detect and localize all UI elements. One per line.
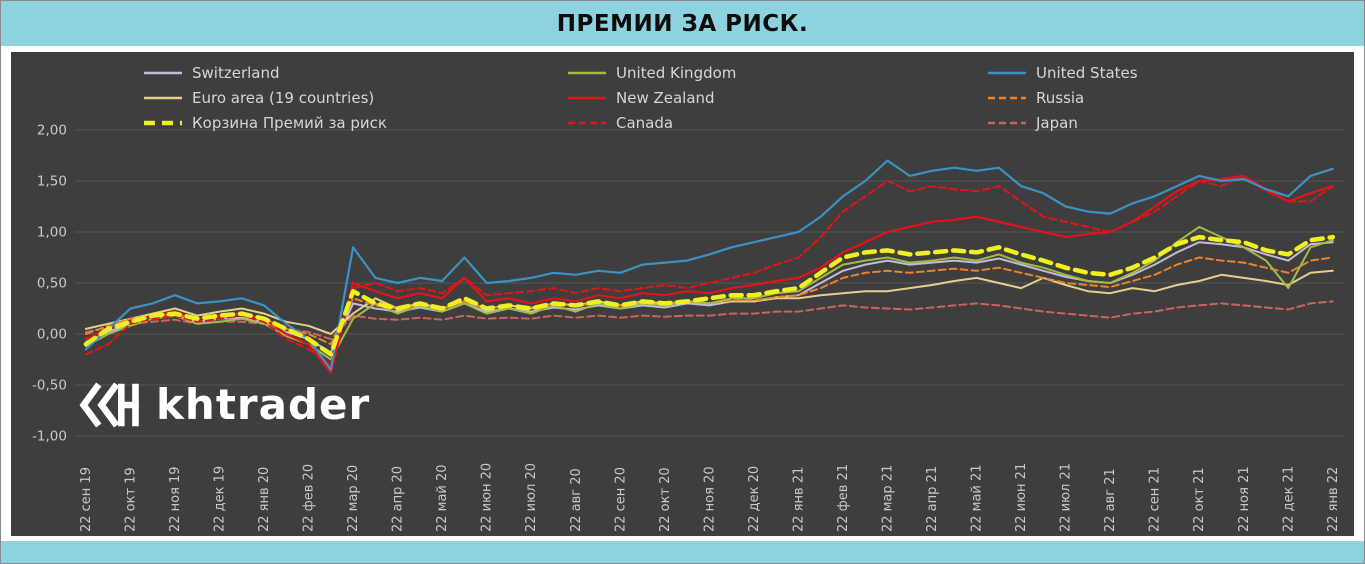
khtrader-watermark: khtrader: [77, 380, 370, 430]
legend-item-new-zealand: New Zealand: [567, 87, 987, 109]
svg-text:22 ноя 21: 22 ноя 21: [1237, 466, 1252, 532]
legend-label: Switzerland: [192, 64, 280, 82]
svg-text:22 май 20: 22 май 20: [435, 464, 450, 532]
legend-label: Japan: [1036, 114, 1078, 132]
chart-title-bar: ПРЕМИИ ЗА РИСК.: [1, 1, 1364, 46]
svg-text:22 окт 20: 22 окт 20: [658, 467, 673, 532]
legend-line-swatch: [988, 71, 1026, 75]
legend-label: United Kingdom: [616, 64, 737, 82]
legend-item-корзина-премий-за-риск: Корзина Премий за риск: [143, 112, 567, 134]
legend-line-swatch: [988, 96, 1026, 100]
svg-text:-1,00: -1,00: [32, 428, 67, 444]
svg-text:22 янв 21: 22 янв 21: [791, 467, 806, 532]
legend-line-swatch: [144, 120, 182, 126]
legend-line-swatch: [144, 96, 182, 100]
legend-item-euro-area-19-countries: Euro area (19 countries): [143, 87, 567, 109]
svg-text:22 май 21: 22 май 21: [970, 464, 985, 532]
series-line-switzerland: [84, 241, 1334, 354]
khtrader-logo-text: khtrader: [156, 380, 371, 429]
legend-label: New Zealand: [616, 89, 715, 107]
khtrader-logo-icon: [79, 382, 139, 428]
svg-text:22 янв 20: 22 янв 20: [257, 467, 272, 532]
legend-item-canada: Canada: [567, 112, 987, 134]
series-line-united-states: [84, 159, 1334, 371]
svg-text:22 дек 19: 22 дек 19: [212, 466, 227, 532]
legend-label: United States: [1036, 64, 1138, 82]
legend-item-united-kingdom: United Kingdom: [567, 62, 987, 84]
svg-text:22 янв 22: 22 янв 22: [1326, 467, 1341, 532]
series-line-new-zealand: [84, 174, 1334, 374]
series-line-japan: [84, 300, 1334, 341]
svg-text:0,50: 0,50: [37, 275, 67, 291]
svg-text:-0,50: -0,50: [32, 377, 67, 393]
svg-text:22 дек 21: 22 дек 21: [1281, 466, 1296, 532]
svg-text:22 апр 21: 22 апр 21: [925, 466, 940, 532]
chart-legend: Switzerland United Kingdom United States Eu…: [11, 62, 1354, 134]
legend-line-swatch: [568, 71, 606, 75]
series-line-united-kingdom: [84, 225, 1334, 361]
svg-text:22 сен 20: 22 сен 20: [613, 467, 628, 532]
svg-text:0,00: 0,00: [37, 326, 67, 342]
gridlines: [74, 129, 1346, 437]
y-axis-labels: 2,00 1,50 1,00 0,50 0,00 -0,50 -1,00: [32, 122, 67, 444]
series-line-canada: [84, 174, 1334, 366]
svg-text:22 мар 21: 22 мар 21: [880, 465, 895, 532]
series-line-russia: [84, 256, 1334, 346]
svg-text:22 фев 20: 22 фев 20: [302, 464, 317, 532]
svg-text:22 апр 20: 22 апр 20: [391, 466, 406, 532]
svg-text:1,50: 1,50: [37, 173, 67, 189]
svg-text:22 сен 21: 22 сен 21: [1148, 467, 1163, 532]
svg-text:22 окт 21: 22 окт 21: [1192, 467, 1207, 532]
legend-item-switzerland: Switzerland: [143, 62, 567, 84]
svg-text:22 июн 21: 22 июн 21: [1014, 463, 1029, 532]
page-title: ПРЕМИИ ЗА РИСК.: [556, 10, 809, 37]
legend-line-swatch: [988, 121, 1026, 125]
series-line-корзина-премий-за-риск: [83, 234, 1336, 357]
svg-text:22 ноя 20: 22 ноя 20: [702, 466, 717, 532]
legend-label: Russia: [1036, 89, 1085, 107]
svg-text:2,00: 2,00: [37, 122, 67, 138]
legend-item-russia: Russia: [987, 87, 1354, 109]
legend-line-swatch: [568, 121, 606, 125]
svg-text:22 окт 19: 22 окт 19: [123, 467, 138, 532]
svg-text:22 сен 19: 22 сен 19: [79, 467, 94, 532]
svg-text:22 авг 21: 22 авг 21: [1103, 468, 1118, 532]
legend-line-swatch: [568, 96, 606, 100]
bottom-bar: [1, 541, 1364, 563]
legend-label: Euro area (19 countries): [192, 89, 375, 107]
legend-line-swatch: [144, 71, 182, 75]
legend-item-japan: Japan: [987, 112, 1354, 134]
legend-label: Корзина Премий за риск: [192, 114, 387, 132]
legend-label: Canada: [616, 114, 674, 132]
svg-text:1,00: 1,00: [37, 224, 67, 240]
x-axis-labels: 22 сен 19 22 окт 19 22 ноя 19 22 дек 19 22 я…: [79, 463, 1341, 532]
svg-text:22 ноя 19: 22 ноя 19: [168, 466, 183, 532]
legend-item-united-states: United States: [987, 62, 1354, 84]
svg-text:22 июл 20: 22 июл 20: [524, 463, 539, 532]
svg-text:22 дек 20: 22 дек 20: [747, 466, 762, 532]
svg-text:22 июн 20: 22 июн 20: [480, 463, 495, 532]
svg-text:22 авг 20: 22 авг 20: [569, 468, 584, 532]
chart-panel: Switzerland United Kingdom United States Eu…: [11, 52, 1354, 536]
svg-text:22 фев 21: 22 фев 21: [836, 464, 851, 532]
svg-text:22 июл 21: 22 июл 21: [1059, 463, 1074, 532]
svg-text:22 мар 20: 22 мар 20: [346, 465, 361, 532]
